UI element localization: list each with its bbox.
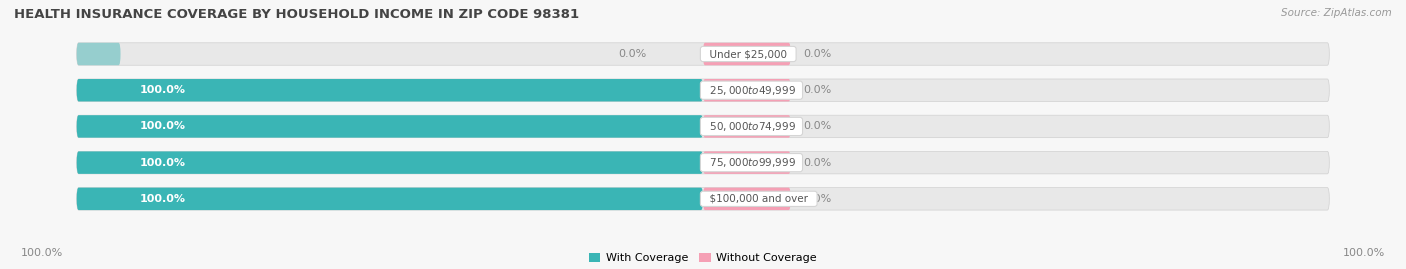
FancyBboxPatch shape: [77, 43, 121, 65]
Text: Source: ZipAtlas.com: Source: ZipAtlas.com: [1281, 8, 1392, 18]
Text: $25,000 to $49,999: $25,000 to $49,999: [703, 84, 800, 97]
Text: $100,000 and over: $100,000 and over: [703, 194, 814, 204]
FancyBboxPatch shape: [77, 115, 703, 138]
FancyBboxPatch shape: [703, 115, 790, 138]
Text: 0.0%: 0.0%: [803, 85, 831, 95]
Text: $75,000 to $99,999: $75,000 to $99,999: [703, 156, 800, 169]
Text: 100.0%: 100.0%: [139, 158, 186, 168]
FancyBboxPatch shape: [703, 79, 790, 101]
FancyBboxPatch shape: [703, 188, 790, 210]
Text: 100.0%: 100.0%: [139, 85, 186, 95]
Text: 0.0%: 0.0%: [619, 49, 647, 59]
FancyBboxPatch shape: [77, 188, 1329, 210]
FancyBboxPatch shape: [703, 43, 790, 65]
Text: 100.0%: 100.0%: [21, 248, 63, 258]
Text: Under $25,000: Under $25,000: [703, 49, 793, 59]
FancyBboxPatch shape: [77, 79, 703, 101]
FancyBboxPatch shape: [77, 151, 703, 174]
FancyBboxPatch shape: [77, 151, 1329, 174]
FancyBboxPatch shape: [77, 79, 1329, 101]
Text: $50,000 to $74,999: $50,000 to $74,999: [703, 120, 800, 133]
Text: 100.0%: 100.0%: [139, 194, 186, 204]
FancyBboxPatch shape: [77, 43, 1329, 65]
FancyBboxPatch shape: [703, 151, 790, 174]
FancyBboxPatch shape: [77, 115, 1329, 138]
Text: 0.0%: 0.0%: [803, 49, 831, 59]
Legend: With Coverage, Without Coverage: With Coverage, Without Coverage: [585, 248, 821, 268]
Text: 0.0%: 0.0%: [803, 121, 831, 132]
Text: 0.0%: 0.0%: [803, 158, 831, 168]
FancyBboxPatch shape: [77, 188, 703, 210]
Text: 0.0%: 0.0%: [803, 194, 831, 204]
Text: 100.0%: 100.0%: [139, 121, 186, 132]
Text: 100.0%: 100.0%: [1343, 248, 1385, 258]
Text: HEALTH INSURANCE COVERAGE BY HOUSEHOLD INCOME IN ZIP CODE 98381: HEALTH INSURANCE COVERAGE BY HOUSEHOLD I…: [14, 8, 579, 21]
